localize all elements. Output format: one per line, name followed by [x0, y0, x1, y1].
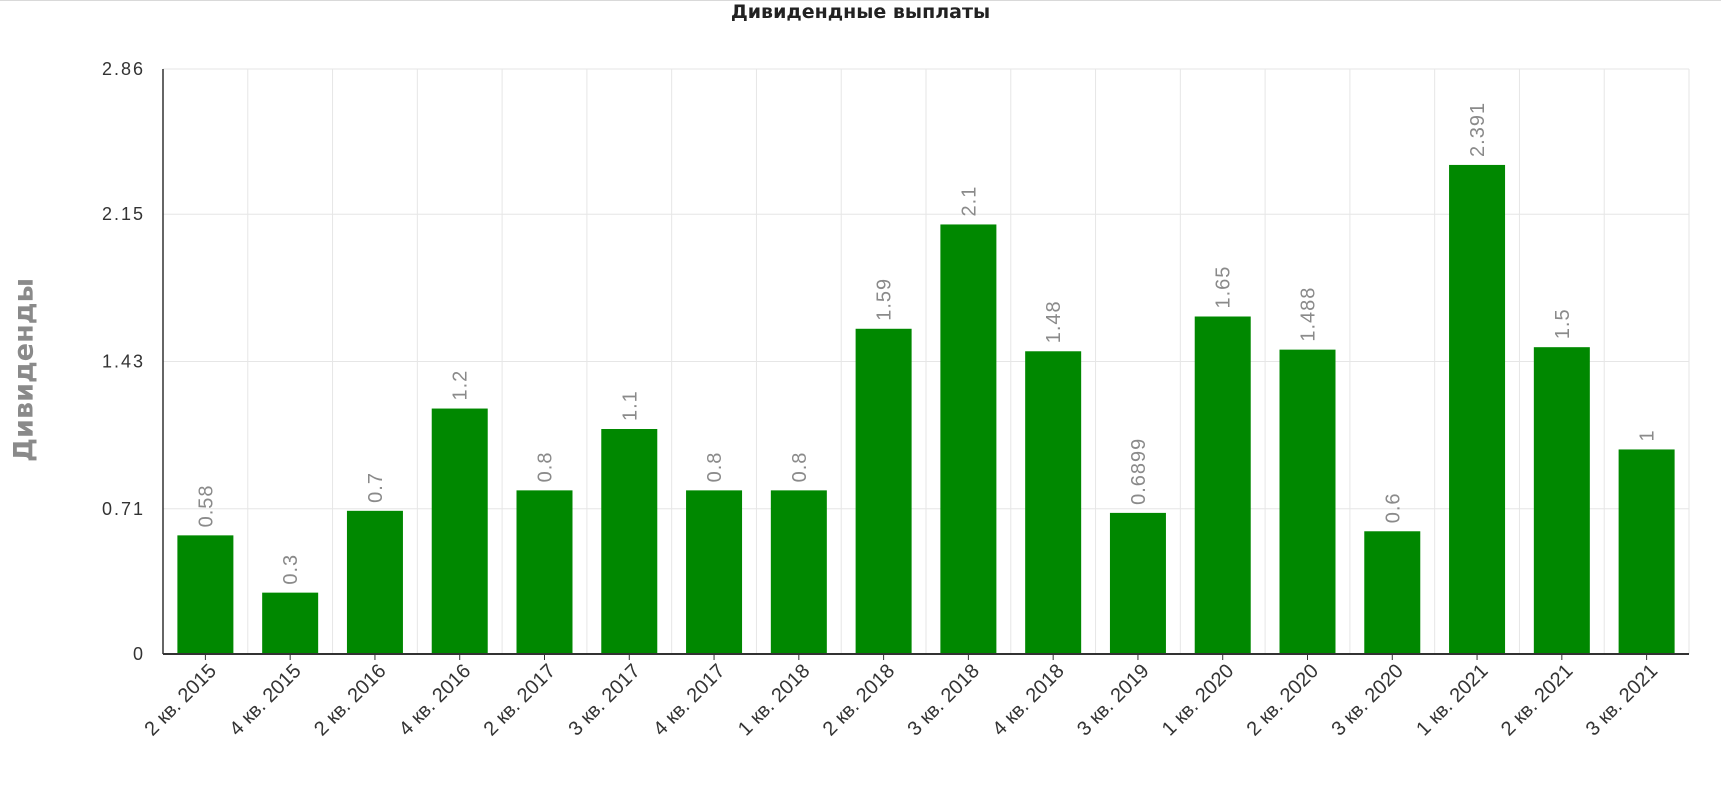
- data-label: 1.2: [450, 370, 472, 401]
- x-tick-label: 2 кв. 2020: [1243, 660, 1323, 740]
- bar: [1109, 512, 1166, 654]
- bars: [177, 164, 1675, 655]
- bar: [262, 592, 319, 654]
- y-tick-label: 0: [133, 644, 145, 664]
- data-label: 0.6899: [1128, 438, 1150, 505]
- axes: [162, 69, 1689, 660]
- y-tick-label: 0.71: [102, 499, 145, 519]
- data-label: 0.8: [535, 452, 557, 483]
- x-axis-ticks: 2 кв. 2015 4 кв. 2015 2 кв. 2016 4 кв. 2016…: [141, 660, 1663, 740]
- x-tick-label: 3 кв. 2018: [904, 660, 984, 740]
- data-label: 1.59: [874, 278, 896, 321]
- y-tick-label: 1.43: [102, 352, 145, 372]
- x-tick-label: 2 кв. 2017: [480, 660, 560, 740]
- data-labels: 0.58 0.3 0.7 1.2 0.8 1.1 0.8 0.8 1.59 2.1 1.48 0.68…: [195, 102, 1658, 585]
- y-tick-label: 2.86: [102, 59, 145, 79]
- data-label: 2.1: [958, 186, 980, 217]
- data-label: 0.3: [280, 554, 302, 585]
- bar: [940, 224, 997, 655]
- data-label: 0.7: [365, 472, 387, 503]
- data-label: 1.488: [1298, 287, 1320, 342]
- chart-title: Дивидендные выплаты: [730, 1, 991, 23]
- gridlines: [162, 68, 1690, 654]
- x-tick-label: 1 кв. 2020: [1158, 660, 1238, 740]
- top-divider: [0, 0, 1721, 1]
- data-label: 2.391: [1467, 102, 1489, 157]
- data-label: 0.58: [195, 484, 217, 527]
- y-axis-ticks: 0 0.71 1.43 2.15 2.86: [102, 59, 145, 664]
- bar: [431, 408, 488, 654]
- y-tick-label: 2.15: [102, 204, 145, 224]
- bar: [855, 328, 912, 654]
- bar: [1194, 316, 1251, 654]
- bar: [1364, 531, 1421, 654]
- x-tick-label: 2 кв. 2021: [1497, 660, 1577, 740]
- x-tick-label: 3 кв. 2017: [564, 660, 644, 740]
- x-tick-label: 4 кв. 2016: [395, 660, 475, 740]
- bar: [1449, 164, 1506, 654]
- x-tick-label: 2 кв. 2015: [141, 660, 221, 740]
- x-tick-label: 2 кв. 2016: [310, 660, 390, 740]
- x-tick-label: 4 кв. 2018: [988, 660, 1068, 740]
- data-label: 0.8: [704, 452, 726, 483]
- bar: [1025, 351, 1082, 654]
- bar: [346, 510, 403, 654]
- data-label: 0.8: [789, 452, 811, 483]
- data-label: 1.5: [1552, 308, 1574, 339]
- data-label: 1.65: [1213, 266, 1235, 309]
- data-label: 0.6: [1382, 492, 1404, 523]
- bar: [770, 490, 827, 654]
- x-tick-label: 1 кв. 2021: [1412, 660, 1492, 740]
- bar: [686, 490, 743, 654]
- data-label: 1: [1637, 429, 1659, 441]
- bar: [1618, 449, 1675, 654]
- x-tick-label: 4 кв. 2015: [225, 660, 305, 740]
- bar: [177, 535, 234, 654]
- x-tick-label: 4 кв. 2017: [649, 660, 729, 740]
- data-label: 1.48: [1043, 300, 1065, 343]
- x-tick-label: 3 кв. 2019: [1073, 660, 1153, 740]
- x-tick-label: 3 кв. 2021: [1582, 660, 1662, 740]
- x-tick-label: 2 кв. 2018: [819, 660, 899, 740]
- bar: [1533, 347, 1590, 654]
- x-tick-label: 1 кв. 2018: [734, 660, 814, 740]
- bar: [516, 490, 573, 654]
- data-label: 1.1: [619, 390, 641, 421]
- x-tick-label: 3 кв. 2020: [1327, 660, 1407, 740]
- bar: [1279, 349, 1336, 654]
- bar: [601, 429, 658, 654]
